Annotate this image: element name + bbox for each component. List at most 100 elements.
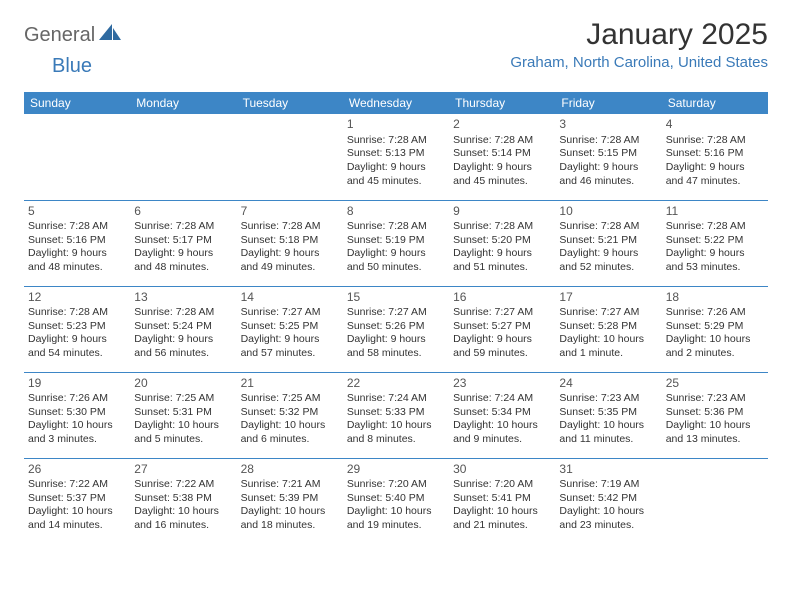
calendar-day-cell: 20Sunrise: 7:25 AMSunset: 5:31 PMDayligh… bbox=[130, 372, 236, 458]
day-number: 7 bbox=[241, 204, 339, 220]
daylight-line-2: and 48 minutes. bbox=[134, 261, 232, 275]
day-header: Tuesday bbox=[237, 92, 343, 114]
daylight-line-2: and 3 minutes. bbox=[28, 433, 126, 447]
daylight-line-2: and 57 minutes. bbox=[241, 347, 339, 361]
day-number: 21 bbox=[241, 376, 339, 392]
daylight-line-2: and 48 minutes. bbox=[28, 261, 126, 275]
logo-sail-icon bbox=[99, 24, 121, 47]
sunset-line: Sunset: 5:23 PM bbox=[28, 320, 126, 334]
sunrise-line: Sunrise: 7:28 AM bbox=[347, 220, 445, 234]
sunset-line: Sunset: 5:39 PM bbox=[241, 492, 339, 506]
day-number: 22 bbox=[347, 376, 445, 392]
calendar-day-cell: 7Sunrise: 7:28 AMSunset: 5:18 PMDaylight… bbox=[237, 200, 343, 286]
daylight-line-1: Daylight: 9 hours bbox=[453, 333, 551, 347]
sunset-line: Sunset: 5:34 PM bbox=[453, 406, 551, 420]
daylight-line-1: Daylight: 9 hours bbox=[347, 161, 445, 175]
daylight-line-2: and 47 minutes. bbox=[666, 175, 764, 189]
daylight-line-1: Daylight: 9 hours bbox=[241, 333, 339, 347]
day-number: 10 bbox=[559, 204, 657, 220]
calendar-day-cell: 1Sunrise: 7:28 AMSunset: 5:13 PMDaylight… bbox=[343, 114, 449, 200]
logo-text-general: General bbox=[24, 24, 95, 47]
calendar-day-cell: 19Sunrise: 7:26 AMSunset: 5:30 PMDayligh… bbox=[24, 372, 130, 458]
sunrise-line: Sunrise: 7:27 AM bbox=[347, 306, 445, 320]
calendar-day-cell: 31Sunrise: 7:19 AMSunset: 5:42 PMDayligh… bbox=[555, 458, 661, 544]
day-header: Monday bbox=[130, 92, 236, 114]
calendar-day-cell: 24Sunrise: 7:23 AMSunset: 5:35 PMDayligh… bbox=[555, 372, 661, 458]
logo: General bbox=[24, 18, 123, 47]
daylight-line-2: and 16 minutes. bbox=[134, 519, 232, 533]
calendar-day-cell: 12Sunrise: 7:28 AMSunset: 5:23 PMDayligh… bbox=[24, 286, 130, 372]
day-number: 3 bbox=[559, 117, 657, 133]
sunrise-line: Sunrise: 7:22 AM bbox=[28, 478, 126, 492]
day-number: 8 bbox=[347, 204, 445, 220]
calendar-day-cell: 21Sunrise: 7:25 AMSunset: 5:32 PMDayligh… bbox=[237, 372, 343, 458]
day-number: 9 bbox=[453, 204, 551, 220]
sunrise-line: Sunrise: 7:25 AM bbox=[241, 392, 339, 406]
sunset-line: Sunset: 5:16 PM bbox=[666, 147, 764, 161]
daylight-line-2: and 58 minutes. bbox=[347, 347, 445, 361]
daylight-line-1: Daylight: 10 hours bbox=[559, 419, 657, 433]
calendar-week-row: 12Sunrise: 7:28 AMSunset: 5:23 PMDayligh… bbox=[24, 286, 768, 372]
daylight-line-1: Daylight: 9 hours bbox=[347, 247, 445, 261]
daylight-line-2: and 46 minutes. bbox=[559, 175, 657, 189]
daylight-line-1: Daylight: 10 hours bbox=[453, 505, 551, 519]
sunrise-line: Sunrise: 7:28 AM bbox=[666, 134, 764, 148]
daylight-line-1: Daylight: 10 hours bbox=[666, 333, 764, 347]
calendar-day-cell: 26Sunrise: 7:22 AMSunset: 5:37 PMDayligh… bbox=[24, 458, 130, 544]
sunset-line: Sunset: 5:18 PM bbox=[241, 234, 339, 248]
sunset-line: Sunset: 5:15 PM bbox=[559, 147, 657, 161]
sunrise-line: Sunrise: 7:24 AM bbox=[347, 392, 445, 406]
sunrise-line: Sunrise: 7:24 AM bbox=[453, 392, 551, 406]
daylight-line-2: and 49 minutes. bbox=[241, 261, 339, 275]
sunset-line: Sunset: 5:13 PM bbox=[347, 147, 445, 161]
sunset-line: Sunset: 5:41 PM bbox=[453, 492, 551, 506]
sunset-line: Sunset: 5:30 PM bbox=[28, 406, 126, 420]
daylight-line-2: and 45 minutes. bbox=[453, 175, 551, 189]
day-number: 17 bbox=[559, 290, 657, 306]
sunrise-line: Sunrise: 7:28 AM bbox=[134, 220, 232, 234]
day-number: 6 bbox=[134, 204, 232, 220]
calendar-day-cell bbox=[237, 114, 343, 200]
sunrise-line: Sunrise: 7:26 AM bbox=[666, 306, 764, 320]
daylight-line-2: and 54 minutes. bbox=[28, 347, 126, 361]
sunset-line: Sunset: 5:29 PM bbox=[666, 320, 764, 334]
daylight-line-1: Daylight: 9 hours bbox=[453, 247, 551, 261]
sunrise-line: Sunrise: 7:28 AM bbox=[28, 306, 126, 320]
sunset-line: Sunset: 5:32 PM bbox=[241, 406, 339, 420]
daylight-line-2: and 13 minutes. bbox=[666, 433, 764, 447]
day-number: 28 bbox=[241, 462, 339, 478]
daylight-line-1: Daylight: 10 hours bbox=[666, 419, 764, 433]
daylight-line-1: Daylight: 9 hours bbox=[347, 333, 445, 347]
day-number: 31 bbox=[559, 462, 657, 478]
daylight-line-1: Daylight: 10 hours bbox=[241, 505, 339, 519]
sunrise-line: Sunrise: 7:28 AM bbox=[666, 220, 764, 234]
sunset-line: Sunset: 5:37 PM bbox=[28, 492, 126, 506]
sunset-line: Sunset: 5:24 PM bbox=[134, 320, 232, 334]
calendar-table: SundayMondayTuesdayWednesdayThursdayFrid… bbox=[24, 92, 768, 544]
calendar-day-cell: 15Sunrise: 7:27 AMSunset: 5:26 PMDayligh… bbox=[343, 286, 449, 372]
daylight-line-1: Daylight: 9 hours bbox=[559, 161, 657, 175]
day-number: 18 bbox=[666, 290, 764, 306]
calendar-day-cell: 30Sunrise: 7:20 AMSunset: 5:41 PMDayligh… bbox=[449, 458, 555, 544]
calendar-day-cell: 28Sunrise: 7:21 AMSunset: 5:39 PMDayligh… bbox=[237, 458, 343, 544]
day-number: 29 bbox=[347, 462, 445, 478]
daylight-line-1: Daylight: 10 hours bbox=[453, 419, 551, 433]
daylight-line-1: Daylight: 10 hours bbox=[28, 419, 126, 433]
daylight-line-2: and 14 minutes. bbox=[28, 519, 126, 533]
calendar-week-row: 5Sunrise: 7:28 AMSunset: 5:16 PMDaylight… bbox=[24, 200, 768, 286]
calendar-day-cell bbox=[662, 458, 768, 544]
sunset-line: Sunset: 5:33 PM bbox=[347, 406, 445, 420]
sunrise-line: Sunrise: 7:26 AM bbox=[28, 392, 126, 406]
sunrise-line: Sunrise: 7:28 AM bbox=[453, 134, 551, 148]
calendar-day-cell: 25Sunrise: 7:23 AMSunset: 5:36 PMDayligh… bbox=[662, 372, 768, 458]
calendar-day-cell: 22Sunrise: 7:24 AMSunset: 5:33 PMDayligh… bbox=[343, 372, 449, 458]
sunrise-line: Sunrise: 7:27 AM bbox=[559, 306, 657, 320]
daylight-line-1: Daylight: 9 hours bbox=[241, 247, 339, 261]
daylight-line-2: and 6 minutes. bbox=[241, 433, 339, 447]
daylight-line-2: and 5 minutes. bbox=[134, 433, 232, 447]
day-number: 4 bbox=[666, 117, 764, 133]
sunset-line: Sunset: 5:40 PM bbox=[347, 492, 445, 506]
sunrise-line: Sunrise: 7:22 AM bbox=[134, 478, 232, 492]
calendar-day-cell bbox=[130, 114, 236, 200]
day-number: 15 bbox=[347, 290, 445, 306]
